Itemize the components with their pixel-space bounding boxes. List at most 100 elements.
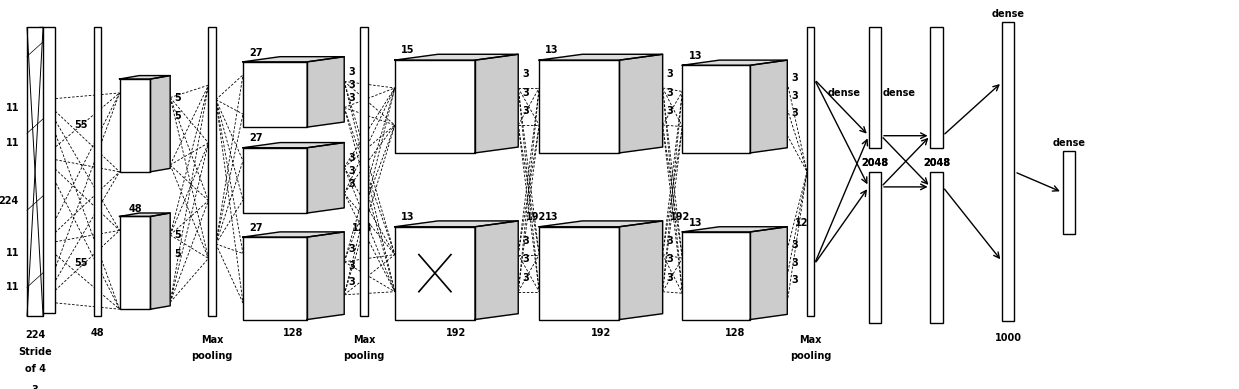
Bar <box>243 237 307 319</box>
Text: 13: 13 <box>545 212 559 222</box>
Text: 13: 13 <box>401 212 415 222</box>
Polygon shape <box>751 227 787 319</box>
Text: 3: 3 <box>667 236 674 246</box>
Polygon shape <box>307 232 344 319</box>
Polygon shape <box>395 54 518 60</box>
Text: 3: 3 <box>667 88 674 98</box>
Text: 3: 3 <box>348 166 356 175</box>
Text: 3: 3 <box>792 109 798 119</box>
Bar <box>683 232 751 319</box>
Text: 192: 192 <box>446 328 467 338</box>
Bar <box>683 65 751 153</box>
Bar <box>243 62 307 127</box>
Text: 128: 128 <box>794 218 815 228</box>
Text: 3: 3 <box>667 106 674 116</box>
Text: 15: 15 <box>401 45 415 55</box>
Text: dense: dense <box>1052 138 1085 147</box>
Text: 224: 224 <box>25 330 45 340</box>
Text: 3: 3 <box>348 179 356 189</box>
Bar <box>807 28 814 316</box>
Text: 11: 11 <box>6 247 20 258</box>
Text: Stride: Stride <box>19 347 52 357</box>
Text: 3: 3 <box>792 74 798 83</box>
Polygon shape <box>395 221 518 227</box>
Bar <box>243 148 307 213</box>
Text: 128: 128 <box>284 328 304 338</box>
Polygon shape <box>243 57 344 62</box>
Text: 2048: 2048 <box>861 158 888 168</box>
Text: 128: 128 <box>725 328 745 338</box>
Polygon shape <box>475 54 518 153</box>
Polygon shape <box>120 213 170 216</box>
Text: pooling: pooling <box>192 350 233 361</box>
Text: 128: 128 <box>352 223 372 233</box>
Polygon shape <box>150 213 170 309</box>
Text: 13: 13 <box>689 51 703 61</box>
Bar <box>120 79 150 172</box>
Polygon shape <box>620 54 663 153</box>
Text: 3: 3 <box>523 106 529 116</box>
Bar <box>208 28 216 316</box>
Text: pooling: pooling <box>790 350 831 361</box>
Text: 5: 5 <box>175 111 181 121</box>
Text: Max: Max <box>353 335 375 345</box>
Text: 3: 3 <box>523 254 529 264</box>
Text: 192: 192 <box>591 328 611 338</box>
Text: 2048: 2048 <box>861 158 888 168</box>
Text: 11: 11 <box>6 103 20 113</box>
Bar <box>1063 151 1075 234</box>
Polygon shape <box>475 221 518 319</box>
Text: 192: 192 <box>525 212 546 223</box>
Text: 2048: 2048 <box>923 158 950 168</box>
Text: 3: 3 <box>523 273 529 283</box>
Text: 1000: 1000 <box>995 333 1022 343</box>
Bar <box>27 28 43 316</box>
Text: Max: Max <box>799 335 821 345</box>
Polygon shape <box>243 143 344 148</box>
Text: 3: 3 <box>667 69 674 79</box>
Bar <box>94 28 102 316</box>
Text: 3: 3 <box>348 67 356 77</box>
Text: dense: dense <box>828 88 861 98</box>
Polygon shape <box>307 143 344 213</box>
Bar <box>395 227 475 319</box>
Text: 5: 5 <box>175 93 181 103</box>
Text: 11: 11 <box>6 138 20 148</box>
Text: 3: 3 <box>667 254 674 264</box>
Bar <box>40 28 56 313</box>
Bar <box>361 28 368 316</box>
Text: 27: 27 <box>249 47 263 58</box>
Text: 3: 3 <box>348 152 356 163</box>
Text: 27: 27 <box>249 133 263 144</box>
Polygon shape <box>539 54 663 60</box>
Text: 3: 3 <box>348 244 356 254</box>
Text: 48: 48 <box>128 204 141 214</box>
Polygon shape <box>751 60 787 153</box>
Bar <box>869 28 881 148</box>
Bar <box>539 60 620 153</box>
Text: 224: 224 <box>0 196 19 206</box>
Text: dense: dense <box>991 9 1025 19</box>
Polygon shape <box>620 221 663 319</box>
Text: 3: 3 <box>792 275 798 285</box>
Polygon shape <box>150 75 170 172</box>
Text: 55: 55 <box>74 121 88 130</box>
Text: 3: 3 <box>348 261 356 271</box>
Bar <box>930 28 943 148</box>
Polygon shape <box>307 57 344 127</box>
Text: 3: 3 <box>792 258 798 268</box>
Text: 3: 3 <box>348 277 356 287</box>
Text: 55: 55 <box>74 258 88 268</box>
Text: 3: 3 <box>348 80 356 90</box>
Text: 27: 27 <box>249 223 263 233</box>
Polygon shape <box>539 221 663 227</box>
Text: 13: 13 <box>689 217 703 228</box>
Polygon shape <box>243 232 344 237</box>
Text: 3: 3 <box>348 93 356 103</box>
Bar <box>869 172 881 323</box>
Text: 13: 13 <box>545 45 559 55</box>
Text: dense: dense <box>883 88 916 98</box>
Text: 11: 11 <box>6 282 20 292</box>
Text: 3: 3 <box>32 385 38 389</box>
Text: Max: Max <box>201 335 223 345</box>
